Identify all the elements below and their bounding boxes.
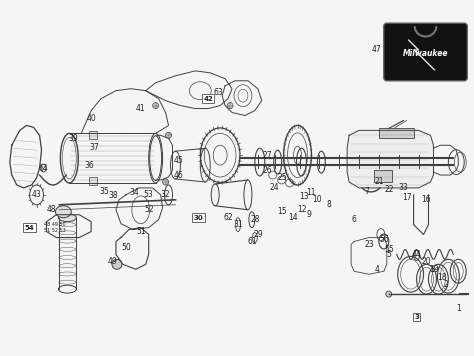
Text: 48: 48 [46,205,56,214]
Text: Milwaukee: Milwaukee [403,49,448,58]
Text: 31: 31 [233,220,243,229]
Text: 25: 25 [278,173,287,183]
Text: 33: 33 [399,183,409,193]
Text: 15: 15 [277,207,286,216]
Text: 52: 52 [144,205,154,214]
Text: 54: 54 [25,225,35,231]
Text: 44: 44 [412,250,421,259]
Text: 47: 47 [372,44,382,53]
Text: 7: 7 [365,187,369,197]
Text: 19: 19 [429,265,439,274]
Ellipse shape [55,206,71,218]
Text: 9: 9 [307,210,312,219]
Text: 36: 36 [84,161,94,169]
Text: 22: 22 [384,185,393,194]
Text: 4: 4 [374,265,379,274]
Text: 62: 62 [223,213,233,222]
Text: 21: 21 [374,178,383,187]
Text: 43: 43 [32,190,41,199]
Circle shape [153,103,159,109]
Text: 53: 53 [144,190,154,199]
Text: 27: 27 [263,151,273,160]
Text: 17: 17 [402,193,411,202]
Text: 34: 34 [129,188,139,197]
Text: 42: 42 [203,96,213,101]
Text: 50: 50 [121,243,131,252]
Polygon shape [347,130,433,188]
Circle shape [163,179,169,185]
Text: 11: 11 [307,188,316,197]
Text: 2: 2 [444,280,449,289]
Text: 8: 8 [327,200,332,209]
FancyBboxPatch shape [384,23,467,81]
Text: 20: 20 [422,257,431,266]
Text: 45: 45 [173,156,183,164]
Text: 64: 64 [39,163,48,173]
Text: 56: 56 [379,235,389,244]
Text: 46: 46 [173,171,183,179]
Text: 6: 6 [352,215,356,224]
Text: 49: 49 [108,257,118,266]
Circle shape [165,132,172,138]
Text: 35: 35 [99,187,109,197]
Bar [379,129,414,138]
Circle shape [227,103,233,109]
Circle shape [386,291,392,297]
Text: 37: 37 [89,143,99,152]
Text: 24: 24 [270,183,280,193]
Text: 32: 32 [161,190,170,199]
Text: 38: 38 [108,192,118,200]
Text: 55: 55 [384,245,394,254]
Text: 18: 18 [438,273,447,282]
Text: 12: 12 [297,205,306,214]
Text: 14: 14 [288,213,297,222]
Ellipse shape [58,214,76,222]
Text: 61: 61 [247,237,257,246]
Bar [374,170,392,182]
Text: 29: 29 [253,230,263,239]
Text: 13: 13 [300,192,309,201]
Text: 1: 1 [456,304,461,314]
Text: 39: 39 [68,134,78,143]
Text: 5: 5 [386,250,391,259]
Text: 40: 40 [86,114,96,123]
Bar [89,131,97,139]
Text: 51: 51 [136,227,146,236]
Bar [89,177,97,185]
Text: 63: 63 [213,88,223,97]
Text: 16: 16 [421,195,430,204]
Text: 10: 10 [312,195,322,204]
Text: 26: 26 [263,166,273,174]
Text: 30: 30 [193,215,203,221]
Circle shape [112,260,122,269]
Text: 28: 28 [250,215,260,224]
Text: 48 49 50
51 52 53: 48 49 50 51 52 53 [44,222,65,233]
Text: 23: 23 [364,240,374,249]
Text: 3: 3 [414,314,419,320]
Text: 41: 41 [136,104,146,113]
